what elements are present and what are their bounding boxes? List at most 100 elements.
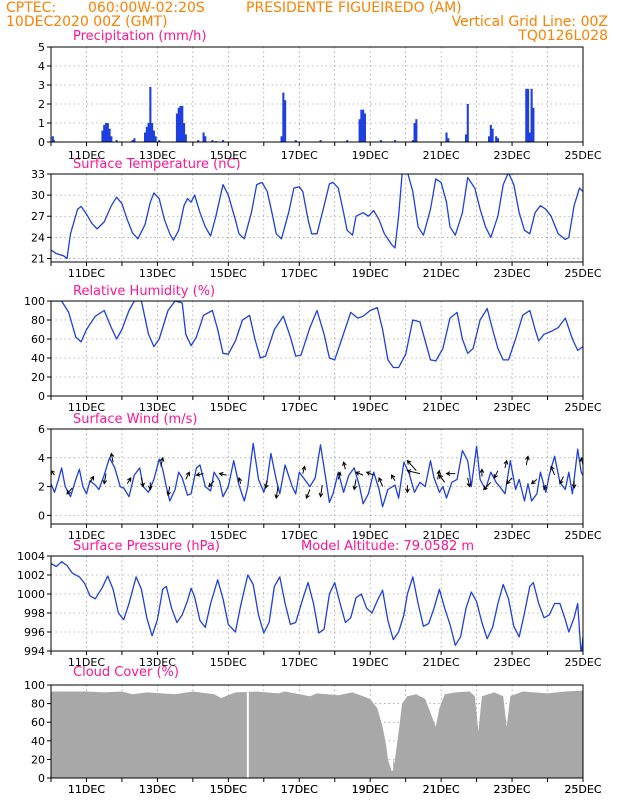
precip-bar (363, 113, 366, 142)
precip-bar (181, 105, 184, 142)
wind-arrow (493, 470, 499, 479)
x-tick-label: 11DEC (68, 401, 105, 414)
precip-bar (379, 140, 382, 142)
x-tick-label: 15DEC (210, 149, 247, 162)
y-tick-label: 994 (24, 645, 45, 658)
x-tick-label: 15DEC (210, 529, 247, 542)
x-tick-label: 21DEC (423, 149, 460, 162)
wind-arrow (390, 474, 396, 482)
wind-arrow (89, 475, 95, 483)
x-tick-label: 25DEC (564, 529, 601, 542)
wind-arrow (264, 480, 269, 490)
x-tick-label: 17DEC (281, 267, 318, 280)
x-tick-label: 19DEC (352, 401, 389, 414)
y-tick-label: 1002 (17, 569, 45, 582)
wind-arrow (102, 473, 108, 485)
x-tick-label: 25DEC (564, 783, 601, 796)
precip-bar (177, 107, 180, 142)
precip-bar (360, 109, 363, 142)
panel-frame (50, 684, 584, 779)
x-tick-label: 11DEC (68, 783, 105, 796)
x-tick-label: 23DEC (494, 656, 531, 669)
x-tick-label: 21DEC (423, 783, 460, 796)
wind-arrow (352, 479, 358, 491)
series-line (51, 442, 583, 508)
plot-area (51, 442, 583, 508)
wind-arrow (66, 487, 73, 495)
x-tick-label: 13DEC (139, 783, 176, 796)
wind-arrow (445, 471, 456, 476)
x-tick-label: 11DEC (68, 529, 105, 542)
wind-arrow (559, 476, 564, 485)
precip-bar (358, 119, 361, 142)
y-tick-label: 33 (31, 168, 45, 181)
panel-frame (50, 46, 584, 143)
x-tick-label: 25DEC (564, 401, 601, 414)
precip-bar (202, 132, 205, 142)
panel-title: Cloud Cover (%) (73, 665, 179, 680)
panel-4: 0 2 4 6 11DEC 13DEC 15DEC 17DEC 19DEC 21DEC 23DEC 2… (38, 412, 602, 542)
precip-bar (133, 138, 136, 142)
x-tick-label: 17DEC (281, 656, 318, 669)
y-tick-label: 4 (38, 60, 45, 73)
precip-bar (108, 128, 111, 142)
precip-bar (464, 134, 468, 142)
x-tick-label: 25DEC (564, 149, 601, 162)
precip-bar (145, 126, 148, 142)
x-tick-label: 13DEC (139, 529, 176, 542)
wind-arrow (126, 477, 132, 484)
wind-arrow (530, 479, 538, 485)
precip-bar (51, 136, 54, 142)
y-tick-label: 4 (38, 452, 45, 465)
x-tick-label: 11DEC (68, 149, 105, 162)
precip-bar (294, 140, 297, 142)
wind-arrow (466, 477, 472, 488)
x-tick-label: 11DEC (68, 656, 105, 669)
y-tick-label: 0 (38, 509, 45, 522)
precip-bar (175, 113, 179, 142)
precip-bar (491, 128, 494, 142)
x-tick-label: 13DEC (139, 267, 176, 280)
wind-arrow (305, 489, 311, 500)
wind-arrow (51, 470, 55, 476)
x-tick-label: 19DEC (352, 267, 389, 280)
y-tick-label: 20 (31, 371, 45, 384)
panel-frame (50, 173, 584, 263)
precip-bar (530, 88, 533, 142)
wind-arrow (318, 485, 324, 498)
wind-arrow (525, 455, 530, 466)
x-tick-label: 21DEC (423, 656, 460, 669)
panel-title: Surface Temperature (nC) (73, 157, 241, 172)
precip-bar (222, 140, 225, 142)
x-tick-label: 17DEC (281, 401, 318, 414)
y-tick-label: 27 (31, 210, 45, 223)
cloud-dip (246, 685, 249, 778)
precip-bar (488, 136, 491, 142)
precip-bar (496, 138, 499, 142)
precip-bar (394, 140, 397, 142)
y-tick-label: 24 (31, 231, 45, 244)
wind-arrow (571, 480, 577, 490)
y-tick-label: 20 (31, 753, 45, 766)
precip-bar (527, 88, 530, 142)
series-line (51, 174, 583, 260)
precip-bar (106, 123, 109, 142)
header-station: PRESIDENTE FIGUEIREDO (AM) (246, 0, 462, 16)
precip-bar (52, 140, 55, 142)
plot-area (51, 685, 583, 778)
cloud-area (51, 690, 583, 778)
y-tick-label: 80 (31, 314, 45, 327)
precip-bar (532, 107, 535, 142)
x-tick-label: 13DEC (139, 149, 176, 162)
precip-bar (103, 124, 106, 142)
wind-arrow (482, 481, 492, 491)
x-tick-label: 15DEC (210, 267, 247, 280)
x-tick-label: 25DEC (564, 267, 601, 280)
y-tick-label: 100 (24, 295, 45, 308)
panel-frame (50, 555, 584, 652)
precip-bar (447, 138, 450, 142)
precip-bar (284, 100, 287, 142)
wind-arrow (274, 486, 279, 500)
y-tick-label: 1 (38, 117, 45, 130)
